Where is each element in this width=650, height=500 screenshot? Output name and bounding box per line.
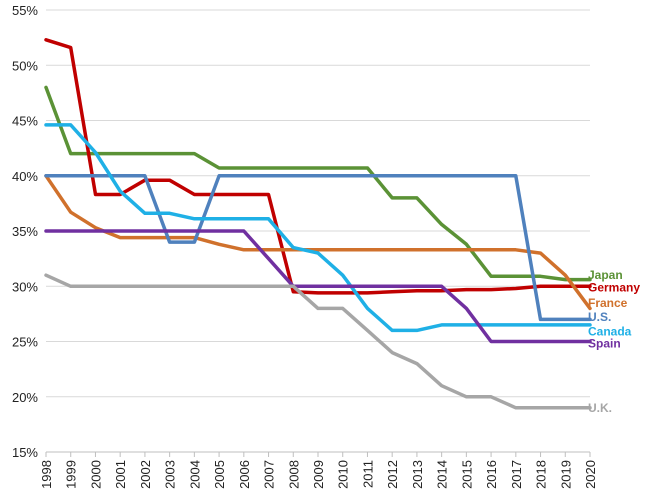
- x-tick-label: 2013: [410, 460, 425, 489]
- series-lines: [44, 38, 592, 410]
- x-tick-label: 2016: [484, 460, 499, 489]
- y-tick-label: 50%: [12, 58, 38, 73]
- x-tick-label: 2014: [435, 460, 450, 489]
- series-label-u-s: U.S.: [588, 310, 611, 324]
- x-tick-label: 1998: [39, 460, 54, 489]
- x-tick-label: 1999: [64, 460, 79, 489]
- series-line-u-k: [44, 273, 592, 410]
- x-tick-label: 2000: [88, 460, 103, 489]
- series-label-canada: Canada: [588, 325, 632, 339]
- y-tick-label: 45%: [12, 114, 38, 129]
- y-tick-label: 40%: [12, 169, 38, 184]
- series-line-germany: [44, 38, 592, 295]
- x-tick-label: 2005: [212, 460, 227, 489]
- series-label-germany: Germany: [588, 280, 640, 294]
- y-tick-label: 30%: [12, 279, 38, 294]
- y-tick-label: 15%: [12, 445, 38, 460]
- series-label-u-k: U.K.: [588, 401, 612, 415]
- x-tick-label: 2018: [534, 460, 549, 489]
- x-tick-label: 2008: [286, 460, 301, 489]
- y-tick-label: 20%: [12, 390, 38, 405]
- x-tick-label: 2009: [311, 460, 326, 489]
- x-tick-label: 2017: [509, 460, 524, 489]
- x-tick-label: 2004: [187, 460, 202, 489]
- y-axis-ticks: 15% 20% 25% 30% 35% 40% 45% 50% 55%: [12, 3, 38, 460]
- y-tick-label: 55%: [12, 3, 38, 18]
- series-line-spain: [44, 229, 592, 344]
- x-axis: 1998 1999 2000 2001 2002 2003 2004 2005 2006 2007…: [39, 451, 598, 489]
- y-tick-label: 35%: [12, 224, 38, 239]
- series-line-u-s: [44, 174, 592, 322]
- series-line-canada: [44, 123, 592, 333]
- x-tick-label: 2010: [336, 460, 351, 489]
- x-tick-label: 2001: [113, 460, 128, 489]
- x-tick-label: 2006: [237, 460, 252, 489]
- series-label-france: France: [588, 296, 628, 310]
- series-line-japan: [44, 85, 592, 282]
- x-tick-label: 2003: [163, 460, 178, 489]
- x-tick-label: 2015: [459, 460, 474, 489]
- x-tick-label: 2012: [385, 460, 400, 489]
- x-tick-label: 2019: [558, 460, 573, 489]
- series-line-france: [44, 174, 592, 311]
- x-tick-label: 2020: [583, 460, 598, 489]
- x-tick-label: 2011: [360, 460, 375, 488]
- series-label-spain: Spain: [588, 337, 621, 351]
- series-label-japan: Japan: [588, 268, 623, 282]
- x-tick-label: 2007: [262, 460, 277, 489]
- x-tick-label: 2002: [138, 460, 153, 489]
- y-tick-label: 25%: [12, 335, 38, 350]
